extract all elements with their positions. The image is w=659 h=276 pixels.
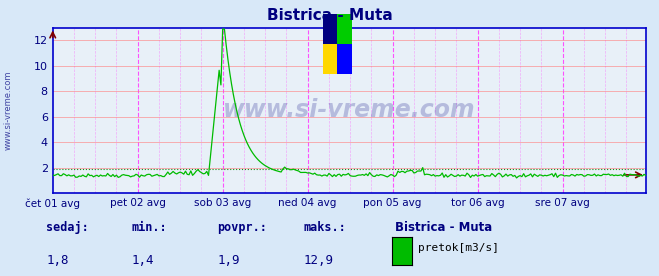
FancyBboxPatch shape xyxy=(337,44,352,74)
Text: 1,8: 1,8 xyxy=(46,254,69,267)
Text: Bistrica - Muta: Bistrica - Muta xyxy=(395,221,493,234)
Text: 1,4: 1,4 xyxy=(132,254,154,267)
Text: www.si-vreme.com: www.si-vreme.com xyxy=(3,71,13,150)
Text: 12,9: 12,9 xyxy=(303,254,333,267)
Text: sedaj:: sedaj: xyxy=(46,221,89,234)
Text: www.si-vreme.com: www.si-vreme.com xyxy=(223,99,476,122)
Text: min.:: min.: xyxy=(132,221,167,234)
Text: Bistrica - Muta: Bistrica - Muta xyxy=(267,8,392,23)
Text: povpr.:: povpr.: xyxy=(217,221,268,234)
Text: pretok[m3/s]: pretok[m3/s] xyxy=(418,243,500,253)
Text: maks.:: maks.: xyxy=(303,221,346,234)
FancyBboxPatch shape xyxy=(322,14,337,44)
FancyBboxPatch shape xyxy=(337,14,352,44)
Text: 1,9: 1,9 xyxy=(217,254,240,267)
FancyBboxPatch shape xyxy=(322,44,337,74)
